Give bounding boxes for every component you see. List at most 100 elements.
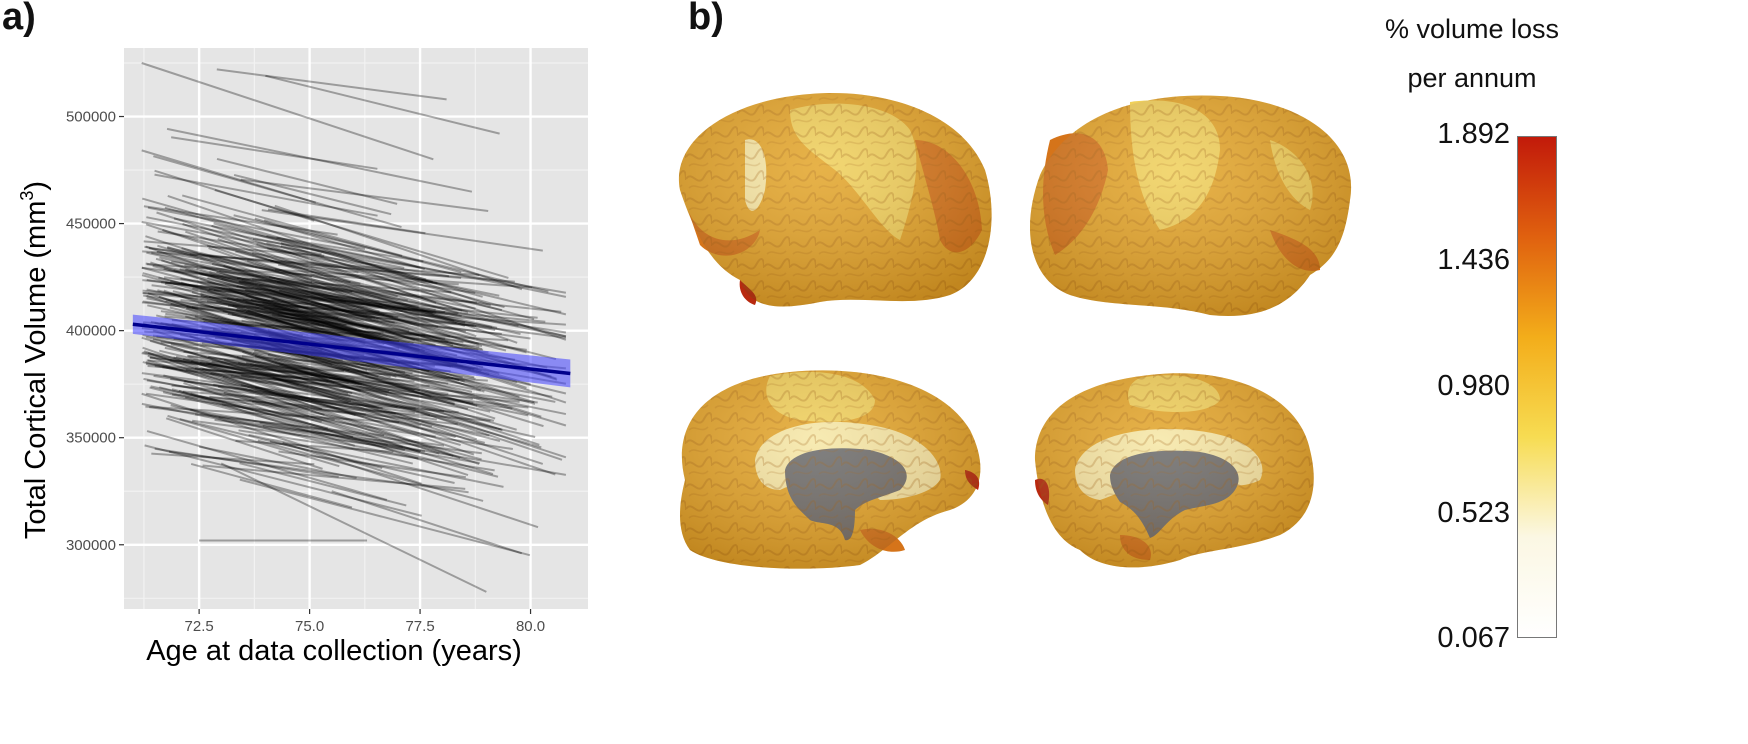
subject-trajectory [146,430,388,501]
subject-trajectory [181,194,403,257]
subject-trajectory [162,391,499,478]
subject-trajectory [147,206,366,250]
subject-trajectory [211,263,498,329]
subject-trajectory [187,354,350,372]
subject-trajectory [189,335,388,396]
subject-trajectory [209,395,458,426]
subject-trajectory [239,478,531,557]
subject-trajectory [207,281,381,344]
subject-trajectory [141,336,352,403]
subject-trajectory [226,297,483,350]
subject-trajectory [179,268,435,316]
colorbar-tick-max: 1.892 [1437,118,1510,150]
subject-trajectory [159,256,371,306]
subject-trajectory [141,352,299,386]
y-tick-label: 500000 [66,109,116,126]
subject-trajectory [209,270,496,332]
subject-trajectory [198,272,507,352]
colorbar-title-line1: % volume loss [1384,14,1560,44]
subject-trajectory [208,288,546,323]
subject-trajectory [147,352,461,460]
subject-trajectory [142,272,425,352]
subject-trajectory [167,414,340,468]
brain-lateral-right [1030,95,1352,316]
subject-trajectory [267,354,540,446]
subject-trajectory [213,383,383,410]
subject-trajectory [175,355,501,442]
subject-trajectory [150,261,390,341]
subject-trajectory [246,259,433,315]
subject-trajectory [241,355,421,391]
subject-trajectory [216,68,447,101]
subject-trajectory [163,276,407,311]
subject-trajectory [182,390,459,414]
subject-trajectory [178,389,356,447]
subject-trajectory [207,276,384,334]
subject-trajectory [208,362,536,438]
subject-trajectory [147,354,440,455]
subject-trajectory [145,235,394,318]
subject-trajectory [194,367,513,410]
subject-trajectory [241,279,527,354]
subject-trajectory [213,222,427,281]
subject-trajectory [252,278,562,313]
brain-surface-maps [678,93,1352,569]
subject-trajectory [264,306,502,335]
subject-trajectory [208,247,439,328]
subject-trajectory [242,350,563,461]
subject-trajectory [145,362,349,384]
colorbar-tick-min: 0.067 [1437,622,1510,654]
subject-trajectory [164,346,329,383]
subject-trajectory [154,169,315,222]
subject-trajectory [190,360,356,417]
subject-trajectory [141,62,434,161]
subject-trajectory [217,385,421,454]
subject-trajectory [254,386,490,437]
subject-trajectory [208,355,474,404]
subject-trajectory [185,396,366,416]
subject-trajectory [239,462,407,507]
subject-trajectory [227,304,474,327]
subject-trajectory [142,279,436,311]
subject-trajectory [278,450,466,479]
subject-trajectory [170,303,339,319]
x-axis-title: Age at data collection (years) [146,635,522,667]
group-trend [132,314,571,388]
subject-trajectory [259,284,567,334]
subject-trajectory [157,230,450,278]
subject-trajectory [145,405,400,424]
subject-trajectory [170,404,413,465]
subject-trajectory [145,361,433,428]
subject-trajectory [238,429,495,472]
trend-line [132,322,571,376]
subject-trajectory [152,338,491,413]
subject-trajectory [196,267,479,352]
subject-trajectory [211,360,449,395]
subject-trajectory [141,197,433,283]
subject-trajectory [270,260,462,279]
subject-trajectory [142,289,385,317]
subject-trajectory [149,406,445,447]
subject-trajectory [171,260,408,302]
subject-trajectory [190,392,354,438]
subject-trajectory [171,136,378,170]
subject-trajectory [236,298,477,328]
subject-trajectory [173,269,398,298]
subject-trajectory [211,224,437,304]
subject-trajectory [142,351,469,410]
subject-trajectory [141,266,353,294]
subject-trajectory [220,462,487,593]
y-tick-label: 400000 [66,323,116,340]
subject-trajectory [251,252,503,312]
trend-confidence-band [132,314,571,388]
brain-medial-right [1035,373,1314,568]
subject-trajectory [154,447,339,478]
subject-trajectory [145,262,455,322]
subject-trajectory [266,341,544,428]
subject-trajectory [152,329,349,395]
subject-trajectory [240,178,489,213]
subject-trajectory [235,250,567,338]
subject-trajectory [249,363,538,404]
subject-trajectory [145,245,416,342]
subject-trajectory [198,445,357,480]
